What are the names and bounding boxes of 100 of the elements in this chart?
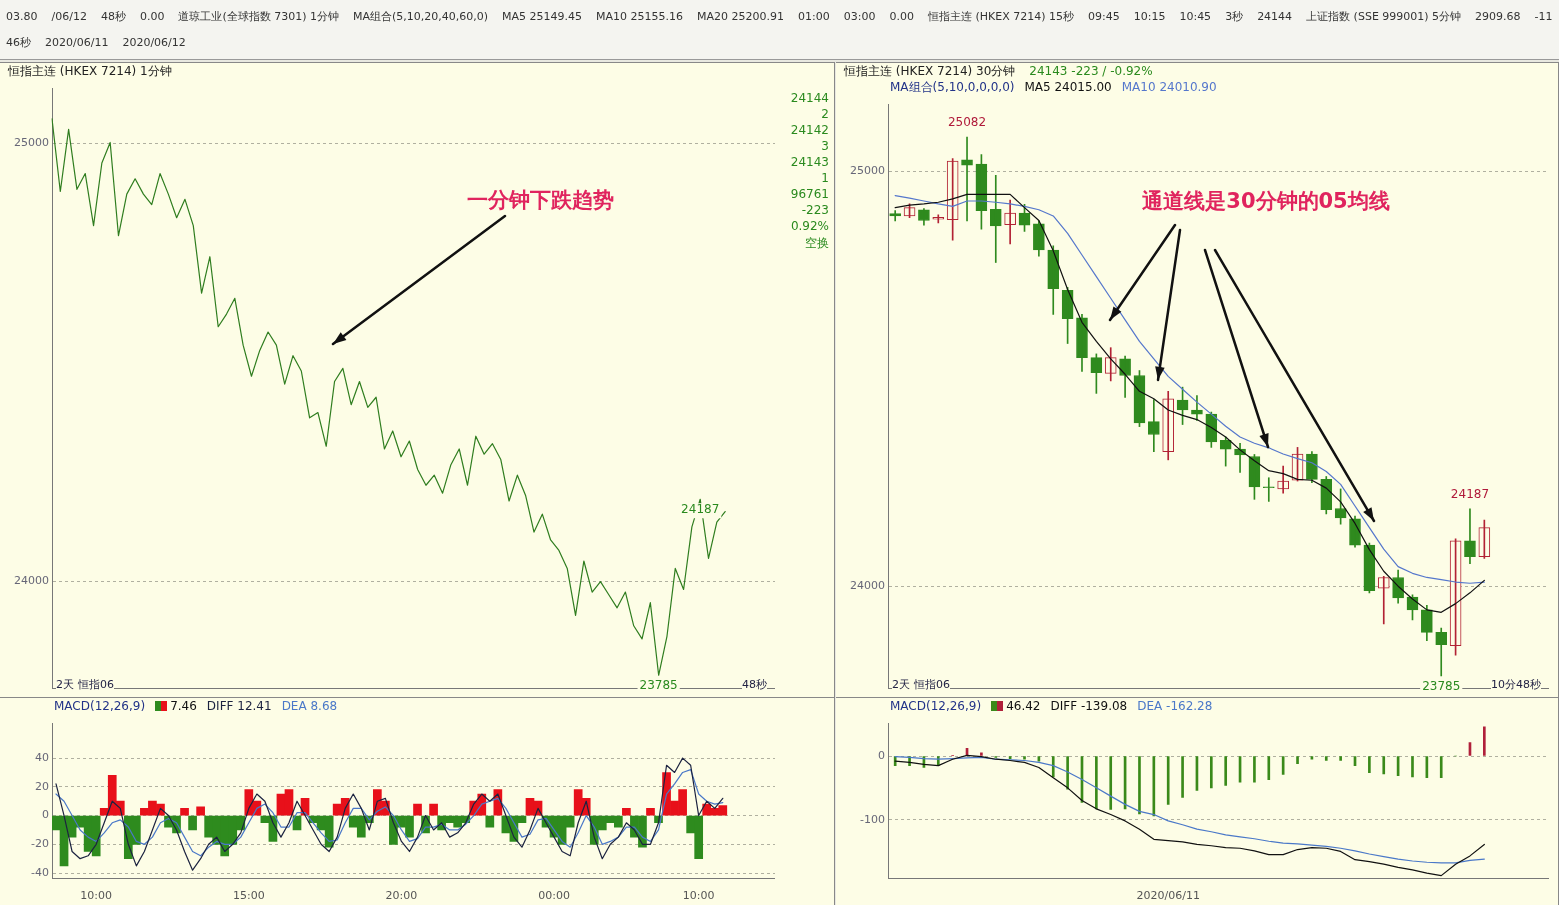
- text: MA20 25200.91: [697, 9, 785, 23]
- annotation: 恒指06: [914, 677, 950, 692]
- x-tick-label: 15:00: [232, 889, 265, 903]
- y-tick-label: -100: [860, 812, 885, 826]
- text: -223: [801, 203, 829, 217]
- text: 1: [821, 171, 829, 185]
- bar: [180, 808, 189, 816]
- bar: [1267, 756, 1271, 780]
- text: 2020/06/11: [45, 36, 109, 50]
- text: -11: [1534, 9, 1553, 23]
- bar: [1296, 756, 1299, 764]
- bar: [1166, 756, 1170, 805]
- x-tick-label: 20:00: [385, 889, 418, 903]
- text: 10:15: [1133, 9, 1166, 23]
- text: MA5 25149.45: [502, 9, 583, 23]
- y-tick-label: -20: [31, 837, 49, 851]
- bar: [1181, 756, 1184, 798]
- text: 2020/06/12: [122, 36, 186, 50]
- text: DIFF 12.41: [206, 699, 272, 713]
- annotation: 一分钟下跌趋势: [466, 188, 614, 213]
- bar: [1109, 756, 1113, 810]
- annotation: 48秒: [742, 677, 767, 692]
- bar: [980, 752, 983, 756]
- text: 03.80: [6, 9, 38, 23]
- bar: [1095, 756, 1098, 810]
- text: 恒指主连 (HKEX 7214) 15秒: [927, 8, 1075, 24]
- bar: [1324, 756, 1328, 761]
- legend-title: MACD(12,26,9): [890, 699, 982, 713]
- annotation: 通道线是30分钟的05均线: [1141, 189, 1390, 214]
- text: DIFF -139.08: [1050, 699, 1128, 713]
- annotation: 24187: [1450, 487, 1490, 502]
- bar: [1224, 756, 1228, 786]
- bar: [1138, 756, 1141, 815]
- x-tick-label: 00:00: [538, 889, 570, 903]
- text: MA10 24010.90: [1121, 80, 1217, 94]
- text: 24144: [1257, 9, 1293, 23]
- bar: [1483, 726, 1486, 756]
- bar: [188, 815, 197, 831]
- annotation: 25082: [947, 115, 987, 130]
- text: 0.00: [889, 9, 914, 23]
- text: 上证指数 (SSE 999001) 5分钟: [1306, 8, 1462, 24]
- legend-label: 46.42: [1006, 699, 1041, 713]
- y-tick-label: 25000: [14, 136, 49, 150]
- bar: [1411, 756, 1414, 778]
- text: 空换: [805, 235, 829, 252]
- text: MA10 25155.16: [596, 9, 684, 23]
- text: 2: [821, 107, 829, 121]
- text: 24142: [790, 123, 829, 137]
- bar: [413, 803, 422, 816]
- text: 46秒: [6, 35, 31, 51]
- bar: [196, 806, 205, 816]
- annotation: 恒指06: [78, 677, 114, 692]
- chart-title: 恒指主连 (HKEX 7214) 1分钟: [8, 62, 172, 80]
- text: DEA -162.28: [1137, 699, 1213, 713]
- text: 48秒: [100, 8, 126, 24]
- annotation: 2天: [892, 677, 910, 692]
- y-tick-label: 40: [35, 750, 49, 764]
- x-tick-label: 10:00: [80, 889, 113, 903]
- bar: [1439, 756, 1443, 778]
- bar: [1368, 756, 1371, 773]
- text: 10:45: [1179, 9, 1212, 23]
- text: 0.92%: [790, 219, 829, 233]
- text: 09:45: [1088, 9, 1120, 23]
- y-tick-label: 20: [35, 779, 49, 793]
- chart-title: 恒指主连 (HKEX 7214) 30分钟: [844, 62, 1016, 80]
- candlestick: [932, 214, 945, 224]
- text: 道琼工业(全球指数 7301) 1分钟: [178, 8, 339, 24]
- bar: [1209, 756, 1213, 789]
- text: 2909.68: [1475, 9, 1521, 23]
- bar: [1023, 756, 1026, 760]
- bar: [646, 808, 655, 816]
- annotation: 23785: [1422, 679, 1461, 694]
- bar: [1253, 756, 1256, 783]
- legend-title: MACD(12,26,9): [54, 699, 146, 713]
- bar: [429, 803, 438, 816]
- annotation: 10分48秒: [1491, 677, 1541, 692]
- annotation: 2天: [56, 677, 74, 692]
- chart-subtitle: 24143 -223 / -0.92%: [1029, 64, 1153, 78]
- y-tick-label: 24000: [850, 579, 885, 593]
- bar: [1051, 756, 1055, 778]
- text: 03:00: [843, 9, 876, 23]
- annotation: 23785: [639, 678, 678, 693]
- bar: [1339, 756, 1342, 761]
- y-tick-label: 24000: [14, 574, 49, 587]
- text: MA5 24015.00: [1024, 80, 1112, 94]
- text: 3: [821, 139, 829, 153]
- bar: [622, 808, 631, 816]
- legend-title: MA组合(5,10,0,0,0,0): [890, 78, 1015, 96]
- text: 24143: [790, 155, 829, 169]
- text: 0.00: [139, 9, 165, 23]
- y-tick-label: 0: [878, 748, 885, 762]
- legend-label: 7.46: [170, 699, 197, 713]
- text: 24144: [790, 91, 829, 105]
- candlestick: [1262, 477, 1275, 502]
- text: 01:00: [798, 9, 830, 23]
- bar: [485, 815, 495, 828]
- text: 3秒: [1225, 8, 1244, 24]
- bar: [1382, 756, 1386, 775]
- y-tick-label: -40: [31, 865, 49, 879]
- text: /06/12: [51, 9, 87, 23]
